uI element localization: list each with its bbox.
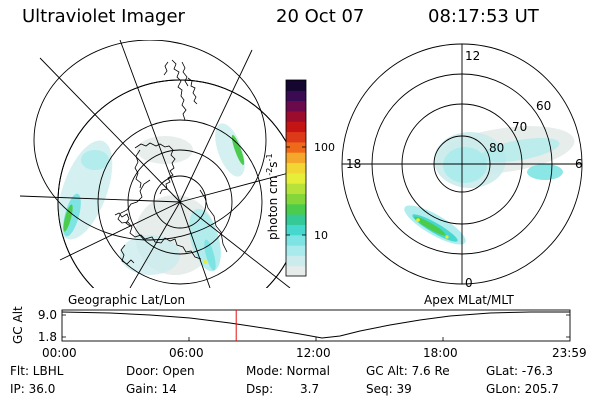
mlt-label-12: 12 <box>465 49 480 63</box>
colorbar-segment <box>286 152 306 164</box>
colorbar-segment <box>286 224 306 236</box>
altitude-y-tick-1.8: 1.8 <box>38 330 57 344</box>
colorbar-tick-100: 100 <box>314 141 335 154</box>
colorbar-segment <box>286 172 306 184</box>
colorbar-segment <box>286 121 306 133</box>
colorbar-segment <box>286 100 306 112</box>
colorbar-segment <box>286 265 306 277</box>
colorbar-segment <box>286 234 306 246</box>
colorbar-segment <box>286 110 306 122</box>
date-label: 20 Oct 07 <box>276 6 365 27</box>
altitude-x-tick-0600: 06:00 <box>169 346 204 360</box>
mlt-aurora <box>404 126 575 245</box>
glon-info: GLon: 205.7 <box>486 382 559 396</box>
colorbar-segment <box>286 255 306 267</box>
altitude-x-tick-1800: 18:00 <box>423 346 458 360</box>
apex-map-label: Apex MLat/MLT <box>424 293 514 307</box>
mode-info: Mode: Normal <box>246 364 330 378</box>
altitude-plot <box>61 309 571 342</box>
gain-info: Gain: 14 <box>126 382 177 396</box>
dsp-info-value: 3.7 <box>300 382 320 396</box>
geographic-meridians <box>19 40 301 288</box>
colorbar-segment <box>286 162 306 174</box>
colorbar-tick-10: 10 <box>314 229 328 242</box>
instrument-title: Ultraviolet Imager <box>22 6 185 27</box>
colorbar-segment <box>286 131 306 143</box>
colorbar-segment <box>286 214 306 225</box>
colorbar-segment <box>286 183 306 194</box>
altitude-y-tick-9: 9.0 <box>38 308 57 322</box>
geographic-map <box>19 40 303 288</box>
dsp-info-label: Dsp: <box>246 382 274 396</box>
colorbar-unit-label: photon cm-2s-1 <box>265 153 280 240</box>
gc-alt-info: GC Alt: 7.6 Re <box>366 364 450 378</box>
mlt-dial <box>341 43 583 285</box>
colorbar-segment <box>286 90 306 102</box>
altitude-x-tick-1200: 12:00 <box>296 346 331 360</box>
colorbar-segment <box>286 141 306 153</box>
colorbar-segment <box>286 245 306 256</box>
mlt-label-6: 6 <box>575 157 583 171</box>
colorbar-segment <box>286 193 306 205</box>
mlat-label-60: 60 <box>536 99 551 113</box>
coastline <box>114 59 228 265</box>
door-info: Door: Open <box>126 364 195 378</box>
geographic-map-label: Geographic Lat/Lon <box>68 293 186 307</box>
colorbar-frame <box>285 79 307 277</box>
filter-info: Flt: LBHL <box>10 364 64 378</box>
mlt-label-18: 18 <box>346 157 361 171</box>
seq-info: Seq: 39 <box>366 382 412 396</box>
colorbar-ticks <box>286 146 306 236</box>
colorbar-segment <box>286 80 306 91</box>
geographic-aurora <box>58 123 245 275</box>
mlt-label-0: 0 <box>465 276 473 290</box>
altitude-axis-label: GC Alt <box>11 306 25 344</box>
colorbar <box>286 80 306 277</box>
time-label: 08:17:53 UT <box>428 6 539 27</box>
colorbar-segment <box>286 203 306 215</box>
altitude-x-tick-2359: 23:59 <box>552 346 587 360</box>
mlat-label-70: 70 <box>512 120 527 134</box>
ip-info: IP: 36.0 <box>10 382 56 396</box>
mlat-label-80: 80 <box>489 141 504 155</box>
altitude-curve <box>61 311 570 339</box>
glat-info: GLat: -76.3 <box>486 364 553 378</box>
altitude-x-tick-0000: 00:00 <box>42 346 77 360</box>
